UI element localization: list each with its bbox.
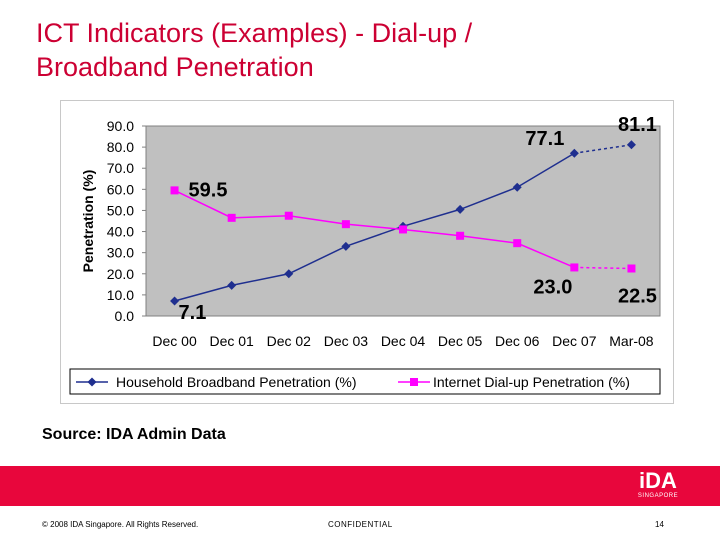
axis-group: Penetration (%) 0.0 10.0 20.0 30.0 40.0 50.0 60… (80, 118, 654, 349)
series-1-point (227, 213, 236, 222)
y-tick-label: 30.0 (107, 245, 134, 261)
slide-title-line-2: Broadband Penetration (36, 52, 314, 82)
series-0-point (455, 204, 465, 214)
series-0-point (569, 148, 579, 158)
footer-confidential: CONFIDENTIAL (328, 520, 393, 529)
series-0-point (170, 296, 180, 306)
series-line-1 (174, 189, 575, 269)
x-tick-label: Dec 06 (495, 333, 540, 349)
y-tick-label: 10.0 (107, 287, 134, 303)
y-tick-label: 90.0 (107, 118, 134, 134)
series-group (170, 140, 636, 306)
data-label-group: 7.1 77.1 81.1 59.5 23.0 22.5 (179, 114, 657, 324)
data-label: 7.1 (179, 302, 207, 324)
series-0-point (284, 269, 294, 279)
x-tick-label: Dec 01 (209, 333, 254, 349)
x-tick-label: Dec 03 (324, 333, 369, 349)
page-number: 14 (655, 520, 664, 529)
ida-logo: iDA SINGAPORE (630, 470, 686, 502)
x-tick-label: Dec 02 (267, 333, 312, 349)
x-tick-label: Mar-08 (609, 333, 654, 349)
x-tick-label: Dec 00 (152, 333, 197, 349)
slide-title: ICT Indicators (Examples) - Dial-up / Br… (36, 16, 676, 84)
source-note: Source: IDA Admin Data (42, 426, 226, 443)
series-1-point (513, 239, 522, 248)
series-1-point (170, 186, 179, 195)
data-label: 77.1 (525, 128, 564, 150)
series-dashed-segment-0 (574, 144, 632, 154)
footer-bar: iDA SINGAPORE (0, 466, 720, 506)
y-tick-label: 0.0 (115, 308, 135, 324)
series-0-point (626, 140, 636, 150)
legend-label-0: Household Broadband Penetration (%) (116, 374, 357, 390)
legend-box (69, 368, 661, 395)
data-label: 23.0 (533, 276, 572, 298)
x-tick-label: Dec 04 (381, 333, 426, 349)
y-axis-title: Penetration (%) (80, 170, 96, 273)
y-tick-label: 40.0 (107, 224, 134, 240)
series-1-point (399, 225, 407, 234)
legend-label-1: Internet Dial-up Penetration (%) (433, 374, 630, 390)
series-1-point (570, 263, 579, 272)
legend-marker-1 (410, 378, 418, 386)
logo-text: iDA (639, 468, 677, 493)
series-1-point (341, 220, 350, 229)
legend: Household Broadband Penetration (%) Inter… (69, 368, 661, 395)
y-tick-label: 20.0 (107, 266, 134, 282)
data-label: 22.5 (618, 286, 657, 308)
legend-marker-0 (87, 377, 97, 387)
y-tick-label: 50.0 (107, 202, 134, 218)
slide-title-line-1: ICT Indicators (Examples) - Dial-up / (36, 18, 473, 48)
y-tick-label: 70.0 (107, 160, 134, 176)
series-line-0 (174, 152, 575, 302)
series-1-point (284, 211, 293, 220)
series-1-point (456, 231, 465, 240)
x-tick-label: Dec 05 (438, 333, 483, 349)
logo-subtext: SINGAPORE (637, 493, 679, 499)
y-tick-label: 60.0 (107, 181, 134, 197)
series-1-point (627, 264, 636, 273)
series-0-point (341, 241, 351, 251)
data-label: 59.5 (189, 179, 228, 201)
y-tick-label: 80.0 (107, 139, 134, 155)
x-tick-label: Dec 07 (552, 333, 597, 349)
series-0-point (512, 182, 522, 192)
series-0-point (227, 280, 237, 290)
data-label: 81.1 (618, 114, 657, 136)
footer-copyright: © 2008 IDA Singapore. All Rights Reserve… (42, 520, 199, 529)
